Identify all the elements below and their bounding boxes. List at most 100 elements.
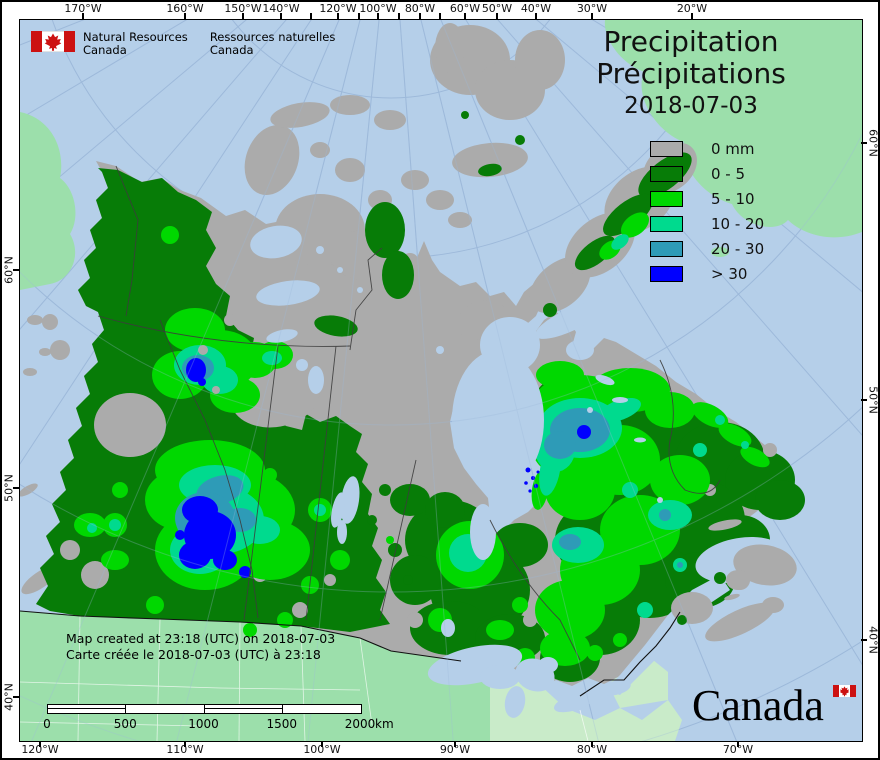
maritime-green-dots [677, 572, 726, 625]
legend-swatch [650, 265, 683, 282]
scale-bar-unit: km [375, 717, 394, 731]
coordinate-label: 100°W [359, 2, 397, 15]
coastal-blue-speckles [524, 467, 540, 493]
scale-bar-segment [283, 705, 361, 713]
legend: 0 mm 0 - 5 5 - 10 10 - 20 20 - 30 > 30 [650, 136, 764, 286]
legend-swatch [650, 215, 683, 232]
axis-tick [737, 741, 739, 747]
title-date: 2018-07-03 [624, 93, 758, 119]
title-en: Precipitation [603, 25, 779, 58]
creation-notes: Map created at 23:18 (UTC) on 2018-07-03… [66, 631, 335, 663]
scale-bar-tick-label: 500 [113, 717, 137, 731]
legend-label: > 30 [711, 264, 748, 283]
coordinate-label: 100°W [303, 743, 341, 756]
alaska [20, 112, 76, 290]
axis-tick [184, 741, 186, 747]
legend-swatch [650, 140, 683, 157]
legend-row: > 30 [650, 261, 764, 286]
axis-tick [861, 142, 867, 144]
agency-name-fr-line1: Ressources naturelles [209, 30, 336, 44]
legend-row: 20 - 30 [650, 236, 764, 261]
scale-bar-graphic [47, 704, 362, 714]
axis-tick [358, 13, 360, 19]
legend-label: 10 - 20 [711, 214, 765, 233]
map-canvas[interactable] [19, 19, 863, 742]
legend-row: 0 mm [650, 136, 764, 161]
title-fr: Précipitations [596, 57, 786, 90]
scale-bar-tick-label: 0 [43, 717, 51, 731]
axis-tick [535, 13, 537, 19]
map-title: Precipitation Précipitations 2018-07-03 [566, 26, 816, 120]
graticule-overlay [20, 20, 862, 741]
legend-label: 0 - 5 [711, 164, 746, 183]
legend-swatch [650, 190, 683, 207]
coordinate-label: 60°W [449, 2, 481, 15]
axis-tick [377, 13, 379, 19]
axis-tick [861, 639, 867, 641]
precip-blue [175, 358, 591, 578]
scale-bar-tick-label: 1000 [188, 717, 219, 731]
agency-name-en-line1: Natural Resources [83, 30, 188, 44]
wordmark-text: Canada [692, 681, 824, 730]
axis-tick [419, 13, 421, 19]
axis-tick [398, 13, 400, 19]
dry-speckles [198, 345, 220, 394]
legend-row: 0 - 5 [650, 161, 764, 186]
coordinate-label: 160°W [166, 2, 204, 15]
axis-tick [691, 13, 693, 19]
coordinate-label: 80°W [576, 743, 608, 756]
legend-row: 5 - 10 [650, 186, 764, 211]
us-border [20, 610, 681, 697]
coordinate-label: 90°W [439, 743, 471, 756]
canada-flag-icon [833, 685, 856, 697]
coordinate-label: 120°W [21, 743, 59, 756]
scale-bar: 0 500 1000 1500 2000 km [43, 704, 394, 731]
creation-note-fr: Carte créée le 2018-07-03 (UTC) à 23:18 [66, 647, 321, 662]
creation-note-en: Map created at 23:18 (UTC) on 2018-07-03 [66, 631, 336, 646]
legend-label: 0 mm [711, 139, 755, 158]
coordinate-label: 50°N [866, 386, 880, 414]
axis-tick [439, 13, 441, 19]
legend-row: 10 - 20 [650, 211, 764, 236]
coordinate-label: 70°W [722, 743, 754, 756]
axis-tick [13, 269, 19, 271]
coordinate-label: 40°N [866, 626, 880, 654]
coordinate-label: 20°W [676, 2, 708, 15]
axis-tick [454, 741, 456, 747]
axis-tick [591, 741, 593, 747]
coordinate-label: 30°W [576, 2, 608, 15]
canada-wordmark: Canada [692, 681, 856, 730]
axis-tick [496, 13, 498, 19]
agency-name-en-line2: Canada [83, 43, 127, 57]
axis-tick [310, 13, 312, 19]
maritimes [671, 519, 797, 642]
coordinate-label: 120°W [319, 2, 357, 15]
scale-bar-tick-label: 2000 [344, 717, 376, 731]
coordinate-label: 150°W [224, 2, 262, 15]
legend-label: 5 - 10 [711, 189, 755, 208]
legend-label: 20 - 30 [711, 239, 765, 258]
coordinate-label: 80°W [404, 2, 436, 15]
greenland [604, 20, 862, 238]
scale-bar-segment [126, 705, 205, 713]
province-borders [97, 165, 721, 661]
axis-tick [337, 13, 339, 19]
scale-bar-segment [204, 705, 283, 713]
scale-bar-segment [48, 705, 127, 713]
axis-tick [861, 399, 867, 401]
axis-tick [82, 13, 84, 19]
coordinate-label: 110°W [166, 743, 204, 756]
legend-swatch [650, 240, 683, 257]
coordinate-label: 140°W [262, 2, 300, 15]
coordinate-label: 40°W [520, 2, 552, 15]
axis-tick [591, 13, 593, 19]
axis-tick [242, 13, 244, 19]
scale-bar-tick-label: 1500 [266, 717, 298, 731]
axis-tick [464, 13, 466, 19]
coordinate-label: 60°N [866, 129, 880, 157]
axis-tick [280, 13, 282, 19]
axis-tick [13, 696, 19, 698]
coordinate-label: 170°W [64, 2, 102, 15]
dry-holes [42, 314, 777, 628]
